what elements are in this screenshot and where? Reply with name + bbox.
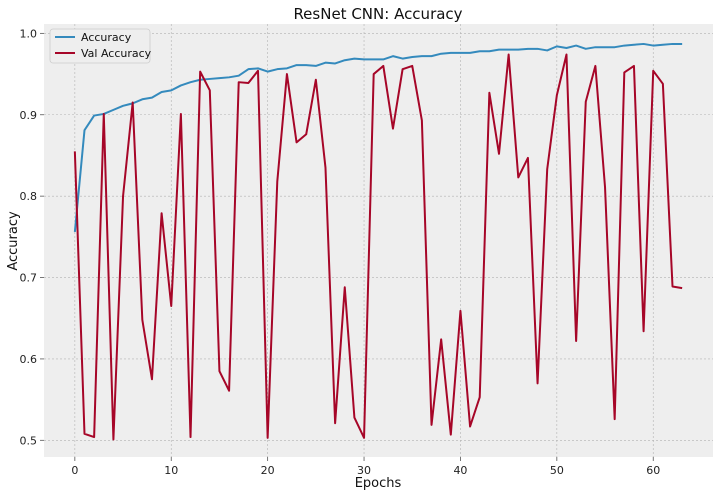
x-tick-label: 50 — [550, 464, 564, 477]
y-tick-label: 0.9 — [20, 109, 38, 122]
y-axis-label: Accuracy — [6, 211, 21, 271]
legend: Accuracy Val Accuracy — [49, 28, 152, 64]
y-tick-label: 0.8 — [20, 190, 38, 203]
legend-entry: Val Accuracy — [81, 47, 152, 60]
y-tick-label: 0.6 — [20, 353, 38, 366]
x-tick-label: 20 — [261, 464, 275, 477]
x-axis: 0 10 20 30 40 50 60 — [71, 457, 660, 477]
y-tick-label: 0.7 — [20, 272, 38, 285]
y-tick-label: 0.5 — [20, 434, 38, 447]
grid — [44, 24, 713, 457]
x-tick-label: 0 — [71, 464, 78, 477]
chart-title: ResNet CNN: Accuracy — [293, 5, 462, 23]
accuracy-line — [73, 42, 683, 233]
legend-entry: Accuracy — [81, 31, 132, 44]
x-tick-label: 40 — [453, 464, 467, 477]
y-axis: 0.5 0.6 0.7 0.8 0.9 1.0 — [20, 27, 44, 447]
x-axis-label: Epochs — [355, 476, 402, 491]
x-tick-label: 10 — [164, 464, 178, 477]
x-tick-label: 30 — [357, 464, 371, 477]
y-tick-label: 1.0 — [20, 27, 38, 40]
val-accuracy-line — [73, 53, 683, 441]
x-tick-label: 60 — [646, 464, 660, 477]
series-lines — [73, 42, 683, 441]
